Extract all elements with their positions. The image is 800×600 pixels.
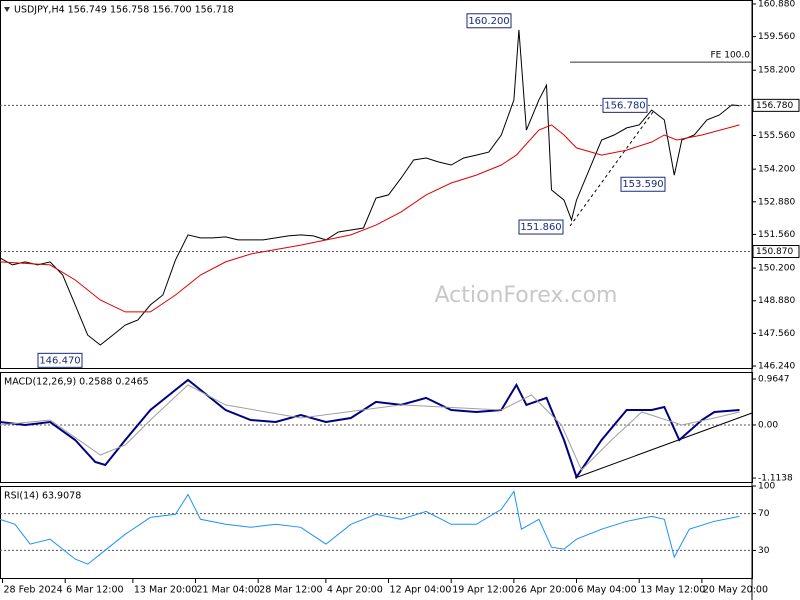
y-tick-label: 30 xyxy=(758,546,770,556)
x-tick-label: 13 May 12:00 xyxy=(640,585,705,596)
x-tick-label: 6 May 04:00 xyxy=(578,585,637,596)
y-tick-label: 159.560 xyxy=(758,32,795,42)
x-tick-label: 26 Apr 20:00 xyxy=(515,585,577,596)
level-label: 150.870 xyxy=(756,247,793,257)
annotation-label: 156.780 xyxy=(604,100,645,111)
annotation-box xyxy=(602,97,648,113)
level-box xyxy=(752,245,800,259)
x-tick-label: 4 Apr 20:00 xyxy=(327,585,383,596)
annotation-box xyxy=(37,352,83,368)
y-tick-label: 155.560 xyxy=(758,131,795,141)
y-tick-label: 0.9647 xyxy=(758,374,790,384)
projection-label: FE 100.0 xyxy=(711,51,751,61)
series-line xyxy=(0,384,740,471)
panel-title: RSI(14) 63.9078 xyxy=(4,491,81,502)
x-tick-label: 20 May 20:00 xyxy=(703,585,768,596)
annotation-label: 160.200 xyxy=(468,16,509,27)
macd-panel xyxy=(0,372,753,483)
annotation-label: 151.860 xyxy=(520,222,561,233)
y-tick-label: 0.00 xyxy=(758,420,778,430)
trend-line xyxy=(569,111,654,227)
annotation-box xyxy=(518,219,564,235)
panel-title: MACD(12,26,9) 0.2588 0.2465 xyxy=(4,377,149,388)
y-tick-label: -1.1138 xyxy=(758,474,793,484)
x-tick-label: 12 Apr 04:00 xyxy=(390,585,452,596)
y-tick-label: 158.200 xyxy=(758,66,795,76)
y-tick-label: 146.240 xyxy=(758,362,795,372)
x-tick-label: 28 Feb 2024 xyxy=(4,585,63,596)
series-line xyxy=(0,29,740,346)
y-tick-label: 148.880 xyxy=(758,296,795,306)
y-tick-label: 152.880 xyxy=(758,197,795,207)
series-line xyxy=(0,124,740,313)
annotation-box xyxy=(466,13,512,29)
x-tick-label: 28 Mar 12:00 xyxy=(259,585,322,596)
panel-title: USDJPY,H4 156.749 156.758 156.700 156.71… xyxy=(14,5,234,16)
series-line xyxy=(0,490,740,565)
x-tick-label: 19 Apr 12:00 xyxy=(452,585,514,596)
rsi-panel xyxy=(0,486,753,579)
watermark: ActionForex.com xyxy=(435,283,618,308)
trend-line xyxy=(574,412,753,479)
annotation-label: 153.590 xyxy=(622,179,663,190)
y-tick-label: 160.880 xyxy=(758,0,795,9)
annotation-label: 146.470 xyxy=(39,355,80,366)
level-label: 156.780 xyxy=(756,101,793,111)
y-tick-label: 154.200 xyxy=(758,165,795,175)
annotation-box xyxy=(620,176,666,192)
x-tick-label: 21 Mar 04:00 xyxy=(197,585,260,596)
series-line xyxy=(0,378,740,480)
y-tick-label: 70 xyxy=(758,509,770,519)
y-tick-label: 100 xyxy=(758,482,775,492)
x-tick-label: 6 Mar 12:00 xyxy=(66,585,123,596)
x-tick-label: 13 Mar 20:00 xyxy=(134,585,197,596)
level-box xyxy=(752,98,800,112)
symbol-icon xyxy=(4,7,10,12)
y-tick-label: 151.560 xyxy=(758,230,795,240)
y-tick-label: 147.560 xyxy=(758,329,795,339)
y-tick-label: 150.200 xyxy=(758,264,795,274)
